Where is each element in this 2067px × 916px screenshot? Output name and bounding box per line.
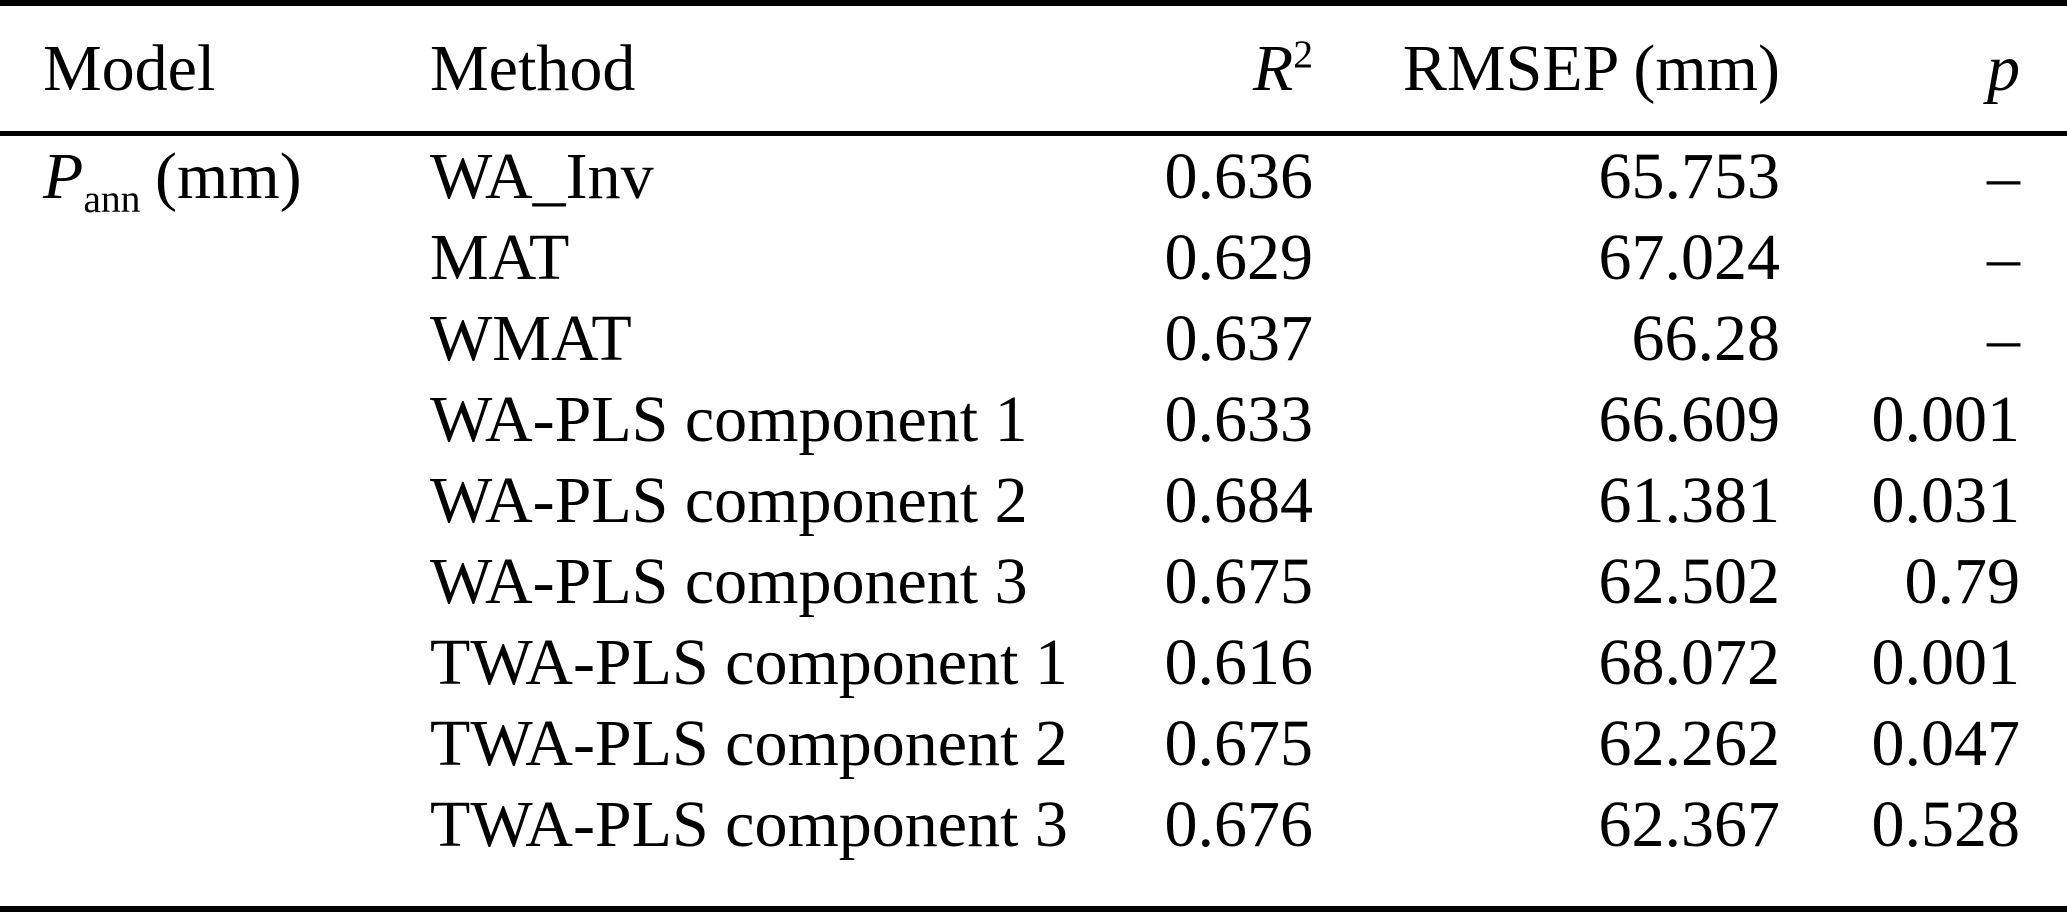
cell-method: WA-PLS component 1 [430,383,1028,456]
cell-r2: 0.675 [1164,545,1314,618]
col-header-model: Model [0,3,430,136]
cell-model-empty [0,460,430,541]
cell-rmsep: 68.072 [1598,626,1781,699]
cell-method: MAT [430,221,570,294]
col-header-rmsep-label: RMSEP (mm) [1402,32,1780,105]
p-symbol: p [1987,32,2020,105]
cell-p: – [1987,140,2020,213]
cell-method: WMAT [430,302,632,375]
spacer-row [0,865,2067,909]
table-row: WA-PLS component 2 0.684 61.381 0.031 [0,460,2067,541]
table-row: TWA-PLS component 1 0.616 68.072 0.001 [0,622,2067,703]
cell-model-empty [0,541,430,622]
col-header-method-label: Method [430,32,636,105]
table-row: TWA-PLS component 3 0.676 62.367 0.528 [0,784,2067,865]
cell-p: – [1987,302,2020,375]
cell-model: Pann (mm) [0,134,430,222]
cell-method: TWA-PLS component 3 [430,788,1068,861]
r2-superscript: 2 [1293,32,1313,76]
cell-model-empty [0,379,430,460]
table-row: Pann (mm) WA_Inv 0.636 65.753 – [0,134,2067,222]
cell-model-empty [0,298,430,379]
cell-p: 0.001 [1871,626,2021,699]
table-row: WA-PLS component 1 0.633 66.609 0.001 [0,379,2067,460]
cell-p: – [1987,221,2020,294]
cell-method: WA-PLS component 2 [430,464,1028,537]
cell-model-empty [0,784,430,865]
cell-r2: 0.637 [1164,302,1314,375]
cell-model-empty [0,217,430,298]
cell-rmsep: 62.262 [1598,707,1781,780]
cell-p: 0.001 [1871,383,2021,456]
table-row: WA-PLS component 3 0.675 62.502 0.79 [0,541,2067,622]
header-row: Model Method R2 RMSEP (mm) p [0,3,2067,136]
cell-rmsep: 62.367 [1598,788,1781,861]
col-header-rmsep: RMSEP (mm) [1313,3,1780,136]
col-header-method: Method [430,3,1080,136]
col-header-r2: R2 [1080,3,1313,136]
cell-r2: 0.684 [1164,464,1314,537]
cell-method: TWA-PLS component 2 [430,707,1068,780]
cell-r2: 0.629 [1164,221,1314,294]
cell-model-empty [0,703,430,784]
cell-rmsep: 61.381 [1598,464,1781,537]
cell-p: 0.528 [1871,788,2021,861]
cell-r2: 0.616 [1164,626,1314,699]
cell-method: WA_Inv [430,140,654,213]
cell-method: TWA-PLS component 1 [430,626,1068,699]
cell-rmsep: 62.502 [1598,545,1781,618]
col-header-model-label: Model [43,32,216,105]
cell-method: WA-PLS component 3 [430,545,1028,618]
model-symbol: P [43,140,84,213]
cell-r2: 0.636 [1164,140,1314,213]
table-row: MAT 0.629 67.024 – [0,217,2067,298]
cell-p: 0.031 [1871,464,2021,537]
cell-rmsep: 65.753 [1598,140,1781,213]
cell-model-empty [0,622,430,703]
cell-r2: 0.633 [1164,383,1314,456]
cell-rmsep: 66.28 [1631,302,1781,375]
table-row: WMAT 0.637 66.28 – [0,298,2067,379]
cell-rmsep: 66.609 [1598,383,1781,456]
cell-p: 0.047 [1871,707,2021,780]
cell-rmsep: 67.024 [1598,221,1781,294]
model-subscript: ann [83,177,141,222]
cell-r2: 0.676 [1164,788,1314,861]
table-row: TWA-PLS component 2 0.675 62.262 0.047 [0,703,2067,784]
cell-p: 0.79 [1904,545,2021,618]
model-unit: (mm) [155,140,302,213]
col-header-p: p [1780,3,2067,136]
cell-r2: 0.675 [1164,707,1314,780]
r2-symbol: R [1252,32,1294,105]
